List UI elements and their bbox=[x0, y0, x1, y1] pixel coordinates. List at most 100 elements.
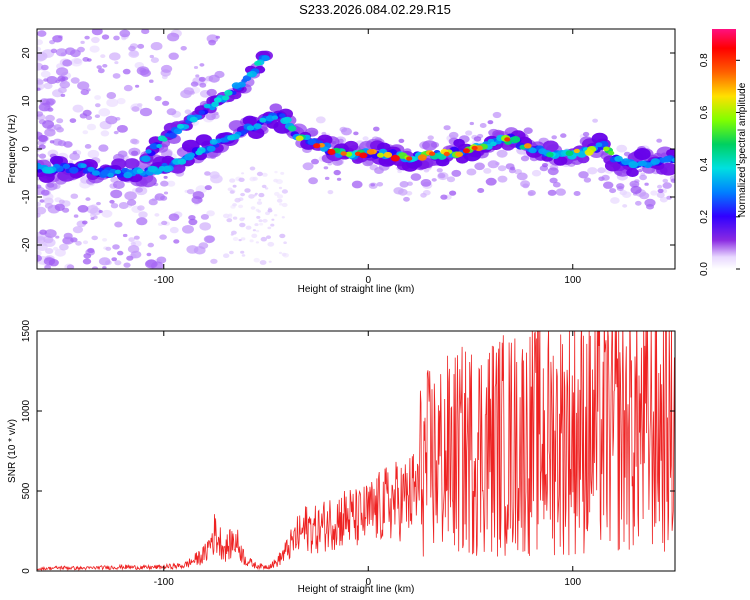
heatmap-cell bbox=[150, 57, 159, 63]
heatmap-cell bbox=[633, 148, 651, 160]
heatmap-cell bbox=[595, 142, 603, 148]
heatmap-cell bbox=[427, 135, 434, 140]
heatmap-cell bbox=[39, 229, 47, 235]
heatmap-cell bbox=[315, 116, 326, 124]
heatmap-cell bbox=[324, 176, 330, 180]
heatmap-cell bbox=[377, 152, 384, 158]
heatmap-cell bbox=[614, 155, 623, 162]
heatmap-cell bbox=[271, 115, 279, 120]
heatmap-cell bbox=[136, 217, 148, 226]
spectrogram-y-label: Frequency (Hz) bbox=[7, 115, 18, 184]
heatmap-cell bbox=[241, 172, 245, 175]
snr-panel: -100 0 100 0 500 1000 1500 Height of straight… bbox=[7, 319, 676, 595]
heatmap-cell bbox=[162, 100, 170, 106]
heatmap-cell bbox=[295, 135, 304, 142]
colorbar-tick-label: 0.8 bbox=[699, 53, 710, 67]
heatmap-cell bbox=[308, 177, 318, 185]
heatmap-cell bbox=[538, 148, 547, 155]
heatmap-cell bbox=[639, 174, 647, 181]
heatmap-cell bbox=[629, 180, 640, 188]
heatmap-cell bbox=[604, 160, 621, 172]
heatmap-cell bbox=[520, 155, 530, 162]
heatmap-cell bbox=[37, 51, 48, 61]
heatmap-cell bbox=[496, 149, 508, 158]
heatmap-cell bbox=[238, 204, 244, 209]
heatmap-cell bbox=[188, 218, 198, 226]
heatmap-cell bbox=[90, 217, 95, 220]
heatmap-cell bbox=[229, 190, 235, 194]
heatmap-cell bbox=[163, 175, 168, 179]
heatmap-cell bbox=[603, 181, 614, 189]
heatmap-cell bbox=[149, 79, 154, 83]
heatmap-cell bbox=[417, 154, 427, 161]
heatmap-cell bbox=[376, 182, 384, 187]
heatmap-cell bbox=[504, 137, 511, 142]
heatmap-cell bbox=[40, 189, 50, 196]
heatmap-cell bbox=[281, 216, 285, 219]
heatmap-cell bbox=[169, 226, 179, 234]
heatmap-cell bbox=[423, 168, 430, 173]
heatmap-cell bbox=[370, 183, 376, 187]
heatmap-cell bbox=[70, 77, 80, 84]
heatmap-cell bbox=[276, 198, 283, 203]
heatmap-cell bbox=[188, 152, 196, 158]
heatmap-cell bbox=[141, 29, 150, 35]
heatmap-cell bbox=[211, 101, 219, 108]
heatmap-cell bbox=[122, 233, 128, 238]
heatmap-cell bbox=[37, 213, 41, 218]
heatmap-cell bbox=[193, 66, 199, 69]
heatmap-cell bbox=[429, 151, 436, 156]
heatmap-cell bbox=[139, 107, 153, 117]
heatmap-cell bbox=[256, 215, 261, 219]
heatmap-cell bbox=[638, 169, 643, 173]
snr-y-label: SNR (10 * v/v) bbox=[7, 419, 18, 483]
heatmap-cell bbox=[573, 148, 580, 154]
heatmap-cell bbox=[86, 123, 97, 131]
heatmap-cell bbox=[150, 42, 163, 51]
heatmap-cell bbox=[45, 114, 55, 122]
heatmap-cell bbox=[223, 253, 230, 258]
heatmap-cell bbox=[274, 214, 278, 217]
heatmap-cell bbox=[609, 188, 617, 194]
heatmap-cell bbox=[91, 29, 103, 36]
heatmap-cell bbox=[637, 161, 645, 167]
heatmap-cell bbox=[524, 143, 532, 149]
heatmap-cell bbox=[351, 180, 363, 189]
heatmap-cell bbox=[59, 80, 71, 89]
heatmap-cell bbox=[446, 176, 456, 183]
heatmap-cell bbox=[219, 137, 228, 143]
heatmap-cell bbox=[149, 54, 154, 59]
heatmap-cell bbox=[87, 166, 95, 172]
heatmap-cell bbox=[56, 118, 64, 124]
heatmap-cell bbox=[232, 237, 239, 241]
heatmap-cell bbox=[240, 130, 247, 135]
heatmap-cell bbox=[390, 154, 400, 162]
heatmap-cell bbox=[257, 210, 262, 213]
heatmap-cell bbox=[210, 258, 218, 264]
heatmap-cell bbox=[109, 52, 121, 61]
heatmap-cell bbox=[45, 248, 54, 254]
heatmap-cell bbox=[114, 169, 122, 174]
heatmap-cell bbox=[85, 115, 93, 121]
heatmap-cell bbox=[628, 161, 639, 169]
colorbar-tick-label: 0.2 bbox=[699, 209, 710, 223]
y-tick-label: 10 bbox=[21, 95, 32, 107]
heatmap-cell bbox=[487, 160, 499, 169]
heatmap-cell bbox=[37, 201, 41, 207]
heatmap-cell bbox=[282, 116, 292, 124]
heatmap-cell bbox=[136, 168, 144, 174]
heatmap-cell bbox=[186, 189, 195, 195]
heatmap-cell bbox=[249, 239, 254, 243]
heatmap-cell bbox=[251, 233, 258, 238]
heatmap-cell bbox=[477, 188, 485, 193]
heatmap-cell bbox=[101, 34, 110, 40]
heatmap-cell bbox=[123, 262, 131, 268]
heatmap-cell bbox=[112, 73, 121, 79]
heatmap-cell bbox=[87, 149, 100, 159]
heatmap-cell bbox=[146, 252, 152, 257]
heatmap-cell bbox=[42, 120, 55, 129]
heatmap-cell bbox=[278, 251, 283, 255]
heatmap-cell bbox=[113, 35, 120, 41]
heatmap-cell bbox=[258, 192, 265, 198]
heatmap-cell bbox=[542, 140, 559, 152]
